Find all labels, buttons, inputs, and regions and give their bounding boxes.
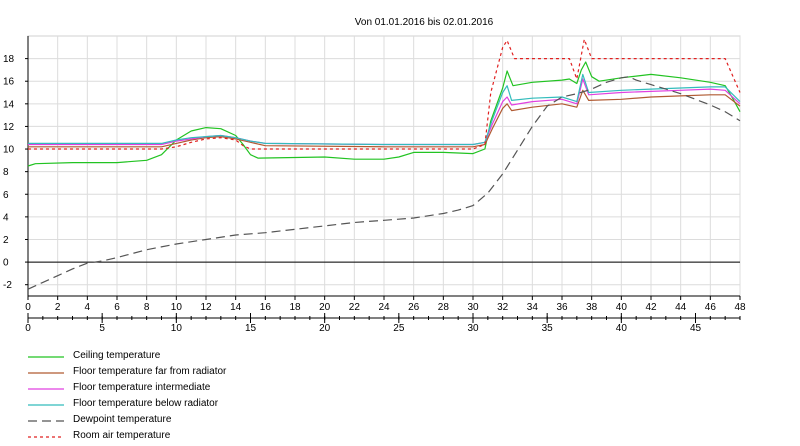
x-tick-label-top: 2 [55,302,61,313]
y-tick-label: 4 [3,212,9,223]
y-tick-label: 8 [3,167,9,178]
x-tick-label-top: 34 [527,302,539,313]
x-tick-label-bottom: 30 [467,323,479,334]
x-tick-label-bottom: 0 [25,323,31,334]
series-line-dewpoint-temperature [27,76,741,290]
x-tick-label-top: 48 [734,302,746,313]
x-tick-label-top: 8 [144,302,150,313]
chart-title: Von 01.01.2016 bis 02.01.2016 [355,17,494,28]
x-tick-label-bottom: 15 [245,323,257,334]
x-tick-label-bottom: 5 [99,323,105,334]
x-tick-label-top: 12 [200,302,212,313]
x-tick-label-bottom: 35 [542,323,554,334]
x-tick-label-bottom: 45 [690,323,702,334]
y-tick-label: 12 [3,122,15,133]
x-tick-label-top: 32 [497,302,509,313]
legend-swatch-room-air [28,436,64,438]
grid [27,35,741,297]
legend-label-dewpoint: Dewpoint temperature [73,414,172,425]
x-tick-label-top: 22 [349,302,361,313]
x-tick-label-top: 40 [616,302,628,313]
y-tick-label: 0 [3,258,9,269]
legend-swatch-floor-below [28,404,64,406]
series-line-ceiling-temperature [27,61,741,167]
x-tick-label-top: 20 [319,302,331,313]
x-tick-label-top: 38 [586,302,598,313]
x-tick-label-top: 10 [171,302,183,313]
x-tick-label-top: 42 [645,302,657,313]
legend-swatch-ceiling [28,356,64,358]
series-lines [27,38,741,290]
legend-swatch-floor-far [28,372,64,374]
x-tick-label-bottom: 10 [171,323,183,334]
x-tick-label-top: 16 [260,302,272,313]
y-tick-label: 18 [3,54,15,65]
series-line-floor-temperature-below-radiator [28,73,741,146]
y-tick-label: 6 [3,190,9,201]
x-tick-label-top: 24 [378,302,390,313]
x-tick-label-bottom: 25 [393,323,405,334]
legend-label-room-air: Room air temperature [73,430,171,441]
legend-swatch-floor-intermediate [28,388,64,390]
x-tick-label-top: 18 [289,302,301,313]
legend-label-floor-far: Floor temperature far from radiator [73,366,227,377]
x-tick-label-top: 26 [408,302,420,313]
y-tick-label: 2 [3,235,9,246]
series-line-floor-temperature-far-from-radiator [28,89,741,148]
series-line-room-air-temperature [28,38,741,150]
x-tick-label-bottom: 40 [616,323,628,334]
legend-swatch-dewpoint [28,420,64,422]
y-tick-label: 14 [3,99,15,110]
y-tick-label: 10 [3,145,15,156]
legend-label-floor-below: Floor temperature below radiator [73,398,219,409]
x-tick-label-bottom: 20 [319,323,331,334]
y-tick-label: -2 [3,280,12,291]
x-tick-label-top: 36 [556,302,568,313]
x-tick-label-top: 14 [230,302,242,313]
x-tick-label-top: 44 [675,302,687,313]
legend-label-ceiling: Ceiling temperature [73,350,161,361]
x-tick-label-top: 46 [705,302,717,313]
x-tick-label-top: 6 [114,302,120,313]
y-tick-label: 16 [3,77,15,88]
x-tick-label-top: 4 [85,302,91,313]
x-tick-label-top: 28 [438,302,450,313]
x-tick-label-top: 0 [25,302,31,313]
x-tick-label-top: 30 [467,302,479,313]
legend-label-floor-intermediate: Floor temperature intermediate [73,382,211,393]
